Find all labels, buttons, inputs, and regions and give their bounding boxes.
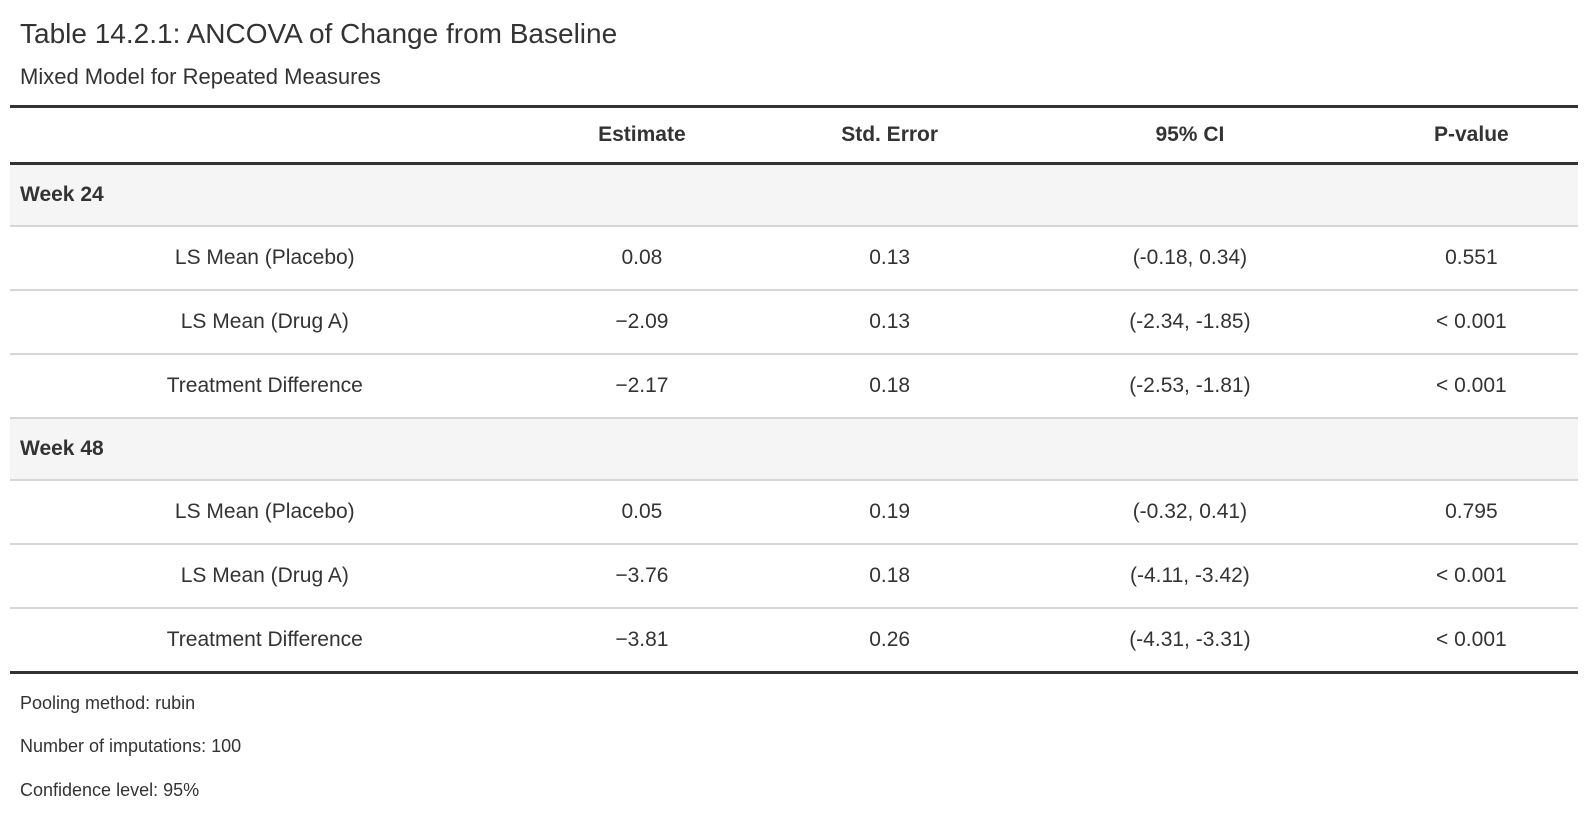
- estimate-cell: −2.09: [519, 288, 765, 354]
- row-label-cell: LS Mean (Placebo): [10, 478, 520, 544]
- estimate-cell: 0.08: [519, 224, 765, 290]
- p-value-cell: < 0.001: [1364, 288, 1578, 354]
- ancova-table-container: Table 14.2.1: ANCOVA of Change from Base…: [10, 0, 1578, 825]
- column-header-std-error: Std. Error: [764, 106, 1016, 165]
- ci-cell: (-4.31, -3.31): [1015, 606, 1365, 674]
- std-error-cell: 0.13: [764, 288, 1016, 354]
- table-row: LS Mean (Drug A) −2.09 0.13 (-2.34, -1.8…: [10, 288, 1578, 354]
- results-table: Estimate Std. Error 95% CI P-value Week …: [10, 104, 1578, 674]
- p-value-cell: < 0.001: [1364, 352, 1578, 418]
- column-header-stub: [10, 106, 520, 165]
- group-header-row-week-48: Week 48: [10, 416, 1578, 480]
- group-label: Week 24: [10, 163, 1578, 226]
- row-label-cell: Treatment Difference: [10, 352, 520, 418]
- estimate-cell: −3.76: [519, 542, 765, 608]
- row-label-cell: LS Mean (Drug A): [10, 288, 520, 354]
- footnote-confidence-level: Confidence level: 95%: [20, 779, 200, 800]
- column-header-estimate: Estimate: [519, 106, 765, 165]
- column-header-ci: 95% CI: [1015, 106, 1365, 165]
- ci-cell: (-2.53, -1.81): [1015, 352, 1365, 418]
- table-heading: Table 14.2.1: ANCOVA of Change from Base…: [10, 0, 1578, 105]
- table-header: Estimate Std. Error 95% CI P-value: [10, 106, 1578, 165]
- group-label: Week 48: [10, 416, 1578, 480]
- footnote-pooling-method: Pooling method: rubin: [20, 692, 196, 713]
- column-header-row: Estimate Std. Error 95% CI P-value: [10, 106, 1578, 165]
- ci-cell: (-0.18, 0.34): [1015, 224, 1365, 290]
- table-subtitle: Mixed Model for Repeated Measures: [20, 63, 381, 89]
- ci-cell: (-2.34, -1.85): [1015, 288, 1365, 354]
- ci-cell: (-4.11, -3.42): [1015, 542, 1365, 608]
- p-value-cell: < 0.001: [1364, 542, 1578, 608]
- std-error-cell: 0.18: [764, 542, 1016, 608]
- p-value-cell: 0.551: [1364, 224, 1578, 290]
- std-error-cell: 0.13: [764, 224, 1016, 290]
- table-row: Treatment Difference −2.17 0.18 (-2.53, …: [10, 352, 1578, 418]
- table-body: Week 24 LS Mean (Placebo) 0.08 0.13 (-0.…: [10, 163, 1578, 674]
- group-header-row-week-24: Week 24: [10, 163, 1578, 226]
- table-row: LS Mean (Drug A) −3.76 0.18 (-4.11, -3.4…: [10, 542, 1578, 608]
- p-value-cell: < 0.001: [1364, 606, 1578, 674]
- row-label-cell: Treatment Difference: [10, 606, 520, 674]
- p-value-cell: 0.795: [1364, 478, 1578, 544]
- table-row: LS Mean (Placebo) 0.08 0.13 (-0.18, 0.34…: [10, 224, 1578, 290]
- row-label-cell: LS Mean (Placebo): [10, 224, 520, 290]
- row-label-cell: LS Mean (Drug A): [10, 542, 520, 608]
- footnote-imputations: Number of imputations: 100: [20, 736, 242, 757]
- table-title: Table 14.2.1: ANCOVA of Change from Base…: [20, 18, 618, 49]
- table-footnotes: Pooling method: rubin Number of imputati…: [10, 674, 1578, 825]
- ci-cell: (-0.32, 0.41): [1015, 478, 1365, 544]
- table-row: LS Mean (Placebo) 0.05 0.19 (-0.32, 0.41…: [10, 478, 1578, 544]
- estimate-cell: −2.17: [519, 352, 765, 418]
- estimate-cell: 0.05: [519, 478, 765, 544]
- column-header-p-value: P-value: [1364, 106, 1578, 165]
- std-error-cell: 0.19: [764, 478, 1016, 544]
- estimate-cell: −3.81: [519, 606, 765, 674]
- table-row: Treatment Difference −3.81 0.26 (-4.31, …: [10, 606, 1578, 674]
- std-error-cell: 0.26: [764, 606, 1016, 674]
- std-error-cell: 0.18: [764, 352, 1016, 418]
